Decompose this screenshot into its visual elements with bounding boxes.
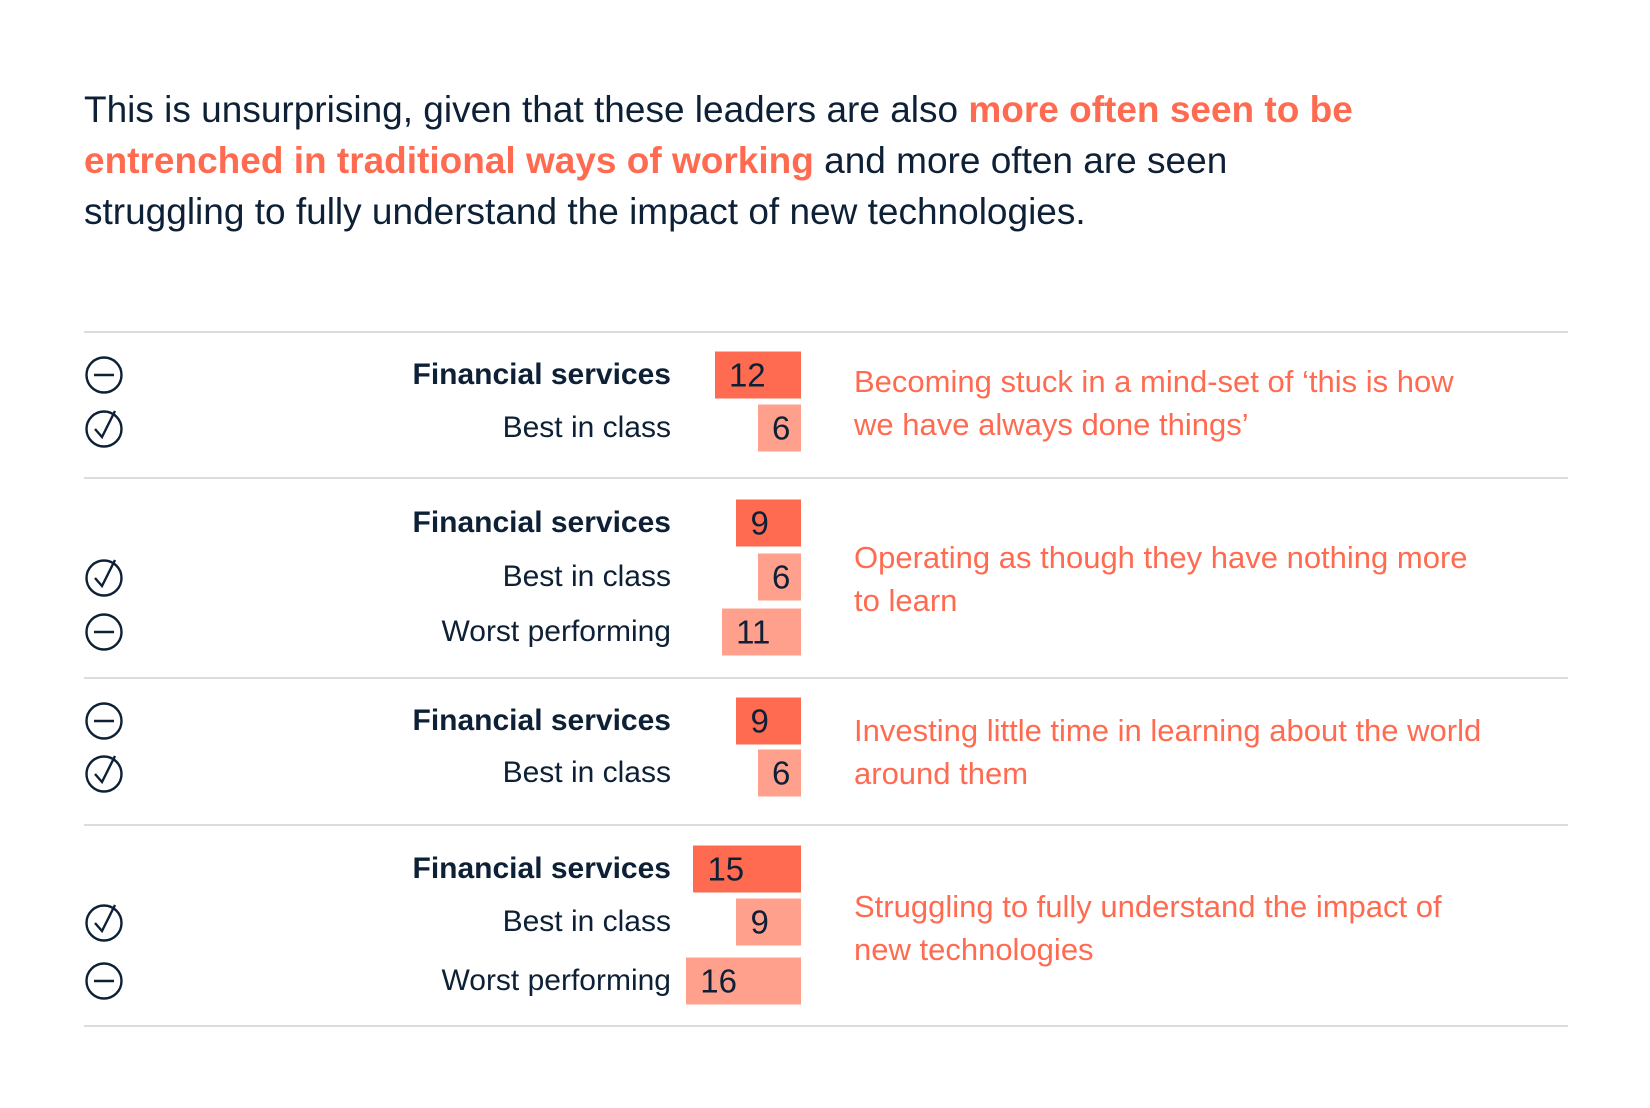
bar: 6 <box>757 749 801 797</box>
bar: 15 <box>693 845 801 893</box>
row-label: Financial services <box>412 358 672 391</box>
intro-text: This is unsurprising, given that these l… <box>84 89 969 130</box>
bar: 6 <box>757 553 801 601</box>
bar: 9 <box>736 898 801 946</box>
bar: 9 <box>736 697 801 745</box>
bar-value-label: 12 <box>728 356 766 394</box>
divider <box>84 677 1568 679</box>
intro-paragraph: This is unsurprising, given that these l… <box>84 84 1384 237</box>
bar-value-label: 9 <box>750 903 769 941</box>
row-label: Best in class <box>502 411 671 444</box>
divider <box>84 1025 1568 1027</box>
row-label: Financial services <box>412 852 672 885</box>
check-circle-icon <box>84 902 124 942</box>
minus-circle-icon <box>84 701 124 741</box>
row-label: Financial services <box>412 506 672 539</box>
minus-circle-icon <box>84 355 124 395</box>
check-circle-icon <box>84 753 124 793</box>
bar: 6 <box>757 404 801 452</box>
bar-value-label: 9 <box>750 702 769 740</box>
bar: 11 <box>722 608 801 656</box>
intro-highlight: more often seen to be entrenched in trad… <box>84 89 1353 181</box>
bar-value-label: 6 <box>771 558 791 596</box>
intro-text-end: and more often are seen struggling to fu… <box>84 140 1228 232</box>
minus-circle-icon <box>84 961 124 1001</box>
check-circle-icon <box>84 408 124 448</box>
bar: 9 <box>736 499 801 547</box>
row-label: Financial services <box>412 704 672 737</box>
bar-value-label: 6 <box>771 409 791 447</box>
check-circle-icon <box>84 557 124 597</box>
group-description: Becoming stuck in a mind-set of ‘this is… <box>854 364 1454 442</box>
group-description: Operating as though they have nothing mo… <box>854 540 1468 618</box>
group-description: Struggling to fully understand the impac… <box>854 889 1442 967</box>
divider <box>84 477 1568 479</box>
row-label: Worst performing <box>441 964 671 997</box>
bar: 12 <box>714 351 801 399</box>
row-label: Best in class <box>502 756 671 789</box>
row-label: Best in class <box>502 560 671 593</box>
divider <box>84 824 1568 826</box>
minus-circle-icon <box>84 612 124 652</box>
bar-value-label: 16 <box>700 962 737 1000</box>
bar: 16 <box>686 957 801 1005</box>
bar-value-label: 15 <box>707 850 745 888</box>
divider <box>84 331 1568 333</box>
row-label: Worst performing <box>441 615 671 648</box>
bar-value-label: 11 <box>736 613 771 651</box>
group-description: Investing little time in learning about … <box>854 713 1482 791</box>
bar-value-label: 9 <box>750 504 769 542</box>
row-label: Best in class <box>502 905 671 938</box>
bar-value-label: 6 <box>771 754 791 792</box>
